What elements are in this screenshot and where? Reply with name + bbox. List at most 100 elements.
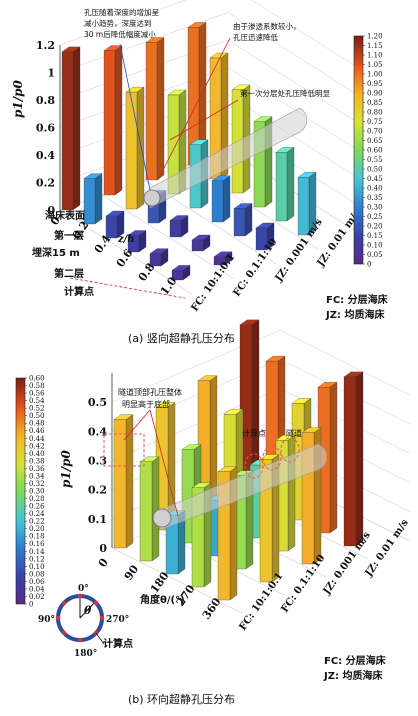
panel-b-xlabel: 角度θ/(°) [140, 593, 185, 606]
panel-a-bar-s3-c0 [187, 22, 207, 166]
panel-b-colorbar-scale [15, 377, 26, 605]
panel-b-ytick-0: 0 [99, 542, 107, 555]
panel-a-bar-s1-c3 [169, 215, 189, 238]
panel-a-annotation-line-2 [157, 37, 231, 181]
panel-a-label-layer1: 第一层 [54, 229, 84, 242]
panel-a-colorbar-tick-label-14: 0.70 [367, 128, 383, 136]
panel-a-colorbar-tick-label-13: 0.65 [367, 137, 383, 145]
panel-b-ytick-5: 0.5 [88, 396, 107, 409]
panel-a-annotation-6: 第一次分层处孔压降低明显 [240, 88, 330, 98]
panel-a-colorbar-tick-label-16: 0.80 [367, 109, 383, 117]
panel-b-ytick-2: 0.2 [88, 484, 107, 497]
panel-a-bar-s1-c5-front [213, 256, 226, 266]
panel-b-colorbar-tick-label-7: 0.14 [29, 548, 45, 556]
panel-a-grid-back-3 [227, 67, 361, 152]
panel-a-colorbar-tick-label-24: 1.20 [367, 33, 383, 41]
tunnel-b-end [152, 508, 172, 528]
panel-a-bar-s2-c5-front [255, 227, 268, 251]
panel-a-bar-s3-c5-front [297, 177, 310, 236]
panel-b-colorbar-tick-label-12: 0.24 [29, 510, 45, 518]
angle-ring-point-3 [77, 637, 83, 643]
panel-b-bar-s0-c1 [139, 456, 160, 562]
ring-label-calc: 计算点 [103, 637, 133, 650]
panel-a-grid-left-6 [59, 0, 187, 46]
panel-a-bar-s0-c0 [61, 46, 81, 211]
panel-a-bar-s0-c1-front [83, 178, 96, 225]
panel-a-bar-s1-c0 [103, 45, 123, 196]
panel-a-bar-s1-c1-front [125, 91, 138, 210]
panel-b-floor-line-0 [111, 547, 243, 614]
panel-a-ytick-3: 0.6 [36, 122, 55, 135]
panel-b-colorbar-tick-label-13: 0.26 [29, 503, 45, 511]
panel-a-colorbar-tick-label-21: 1.05 [367, 61, 383, 69]
panel-b-bar-s0-c0 [113, 414, 134, 549]
panel-b-bar-s3-c4-front [343, 376, 357, 547]
panel-a-bar-s0-c3-front [127, 235, 140, 253]
ring-label-180: 180° [74, 649, 97, 659]
panel-b-colorbar-tick-label-20: 0.40 [29, 450, 45, 458]
panel-a-colorbar-tick-label-1: 0.05 [367, 251, 383, 259]
panel-a-bars [61, 22, 317, 281]
panel-b-label-tunnel: 隧道 [286, 428, 302, 438]
panel-a-bar-s0-c0-front [61, 51, 74, 211]
tunnel-b-section-2 [280, 437, 300, 463]
panel-a-ylabel: p1/p0 [11, 79, 25, 118]
panel-b-colorbar-tick-label-11: 0.22 [29, 518, 45, 526]
panel-a-colorbar-tick-label-23: 1.15 [367, 42, 383, 50]
panel-a-bar-s3-c4-front [275, 152, 288, 222]
panel-a-bar-s1-c0-front [103, 50, 116, 196]
panel-b-colorbar-tick-label-26: 0.52 [29, 405, 45, 413]
panel-b-colorbar-tick-label-15: 0.30 [29, 488, 45, 496]
panel-a-bar-s3-c4-side [286, 146, 295, 222]
panel-b-bar-s3-c3-side [329, 381, 338, 534]
panel-b-xtick-0: 0 [96, 556, 111, 570]
panel-a-colorbar-tick-label-6: 0.30 [367, 204, 383, 212]
tunnel-b-section-0 [244, 453, 264, 479]
panel-b-colorbar-tick-label-5: 0.10 [29, 563, 45, 571]
panel-a-bar-s0-c2-front [105, 215, 118, 239]
panel-b-colorbar-tick-label-8: 0.16 [29, 540, 45, 548]
panel-b-colorbar-tick-label-29: 0.58 [29, 382, 45, 390]
panel-a-colorbar-tick-label-0: 0 [367, 261, 371, 269]
panel-a-bar-s2-c4-side [244, 203, 253, 237]
panel-a-bar-s2-c0-front [145, 42, 158, 181]
panel-a-annotation-4: 由于渗透系数较小， [233, 21, 301, 31]
panel-b-colorbar-tick-label-28: 0.56 [29, 390, 45, 398]
panel-a-tunnel [143, 107, 308, 209]
panel-b-colorbar-tick-label-2: 0.04 [29, 585, 45, 593]
panel-a-bar-s0-c0-side [72, 46, 81, 211]
panel-a-annotation-line-1 [119, 43, 151, 191]
panel-b: 00.10.20.30.40.50 90 180 270 360 FC: 10:1:0.1… [15, 319, 411, 706]
panel-b-bar-s3-c4 [343, 371, 364, 547]
panel-a-bar-s1-c4-front [191, 239, 204, 252]
ring-label-90: 90° [38, 615, 55, 625]
panel-b-annotation-1: 隧道顶部孔压整体 [118, 387, 182, 397]
panel-a-bar-s0-c1 [83, 173, 103, 225]
panel-a-colorbar: 00.050.100.150.200.250.300.350.400.450.5… [353, 33, 383, 269]
panel-a-ytick-1: 0.2 [36, 177, 55, 190]
panel-a-colorbar-tick-label-3: 0.15 [367, 232, 383, 240]
panel-a-bar-s0-c1-side [94, 173, 103, 225]
panel-a-bar-s2-c3-side [222, 175, 231, 223]
panel-b-colorbar-tick-label-27: 0.54 [29, 397, 45, 405]
panel-a-label-layer2: 第二层 [54, 267, 84, 280]
panel-a-ytick-5: 1 [47, 67, 55, 80]
panel-b-bar-s0-c0-side [125, 414, 134, 549]
panel-a-bar-s3-c4 [275, 146, 295, 222]
panel-a-colorbar-tick-label-4: 0.20 [367, 223, 383, 231]
ring-label-0: 0° [78, 584, 89, 594]
panel-a-colorbar-tick-label-8: 0.40 [367, 185, 383, 193]
panel-a-xlabel: z/h [117, 234, 135, 245]
panel-b-colorbar-tick-label-1: 0.02 [29, 593, 45, 601]
panel-a-bar-s2-c5 [255, 222, 275, 251]
panel-a-caption: (a) 竖向超静孔压分布 [128, 331, 235, 345]
tunnel-b-section-1 [262, 445, 282, 471]
panel-a-bar-s2-c4 [233, 203, 253, 237]
angle-ring-point-4 [61, 600, 67, 606]
panel-a-ytick-0: 0 [47, 204, 55, 217]
panel-b-colorbar-tick-label-4: 0.08 [29, 570, 45, 578]
panel-b-caption: (b) 环向超静孔压分布 [128, 692, 235, 706]
angle-ring-point-0 [77, 593, 83, 599]
panel-b-colorbar-tick-label-25: 0.50 [29, 412, 45, 420]
